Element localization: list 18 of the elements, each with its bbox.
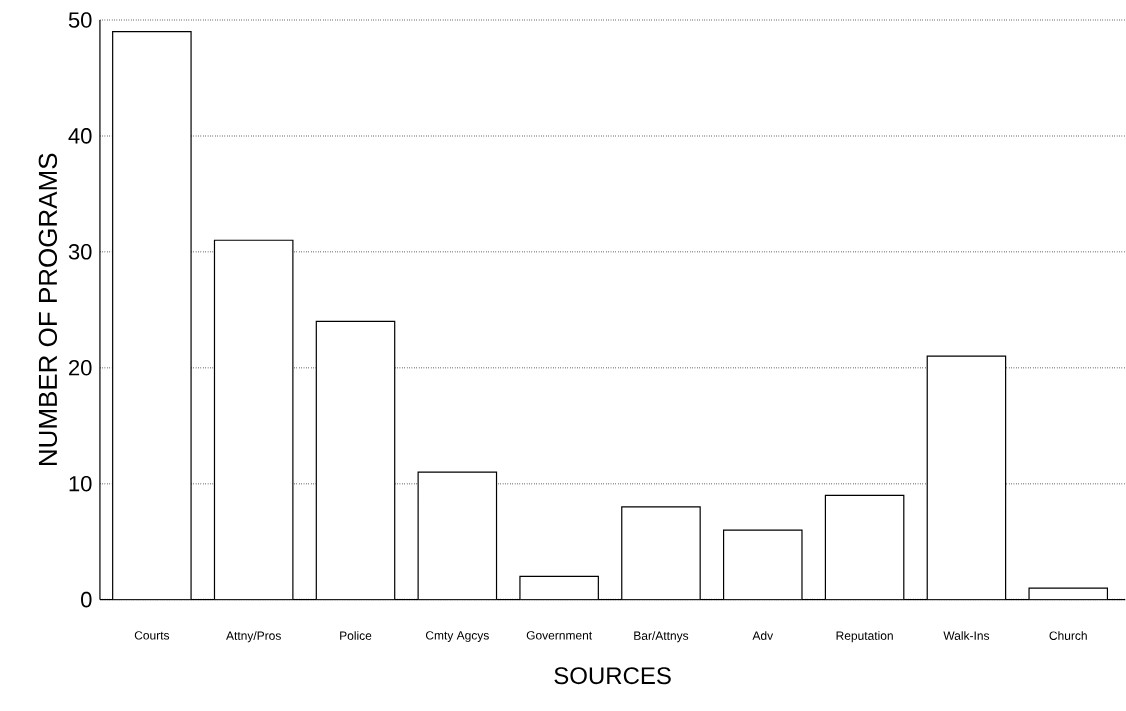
x-tick-label: Attny/Pros	[226, 631, 281, 643]
x-tick-label: Bar/Attnys	[634, 631, 689, 643]
x-tick-label: Church	[1049, 631, 1087, 641]
y-tick-label: 30	[68, 244, 92, 260]
y-tick-label: 0	[81, 592, 92, 608]
x-tick-label: Police	[340, 631, 372, 641]
x-tick-label: Cmty Agcys	[425, 631, 489, 643]
y-tick-label: 50	[68, 12, 92, 28]
x-tick-label: Reputation	[836, 631, 893, 643]
x-tick-label: Walk-Ins	[943, 631, 990, 641]
y-tick-label: 20	[69, 360, 92, 376]
y-axis-title: NUMBER OF PROGRAMS	[38, 153, 58, 466]
x-tick-label: Courts	[134, 631, 170, 640]
x-axis-title: SOURCES	[554, 667, 671, 685]
x-tick-label: Adv	[752, 631, 774, 641]
y-tick-label: 10	[69, 476, 92, 492]
x-tick-label: Government	[526, 631, 593, 640]
y-tick-label: 40	[68, 128, 92, 144]
